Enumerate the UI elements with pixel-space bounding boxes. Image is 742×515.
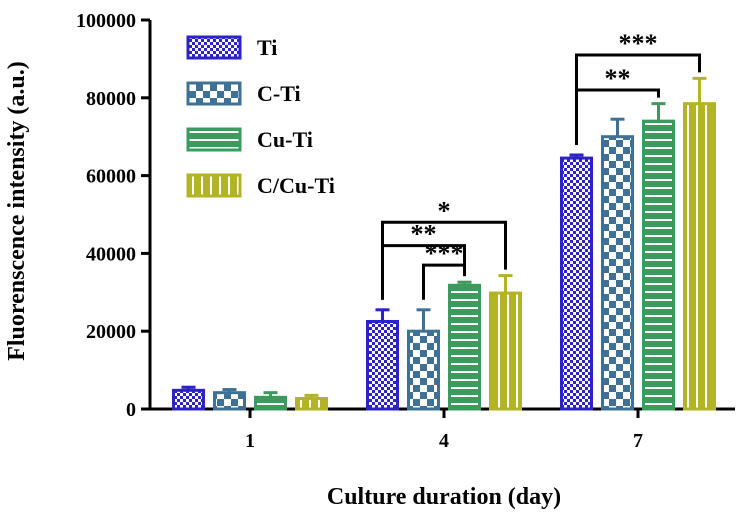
significance-bracket <box>381 244 466 300</box>
y-tick-label: 0 <box>126 399 136 421</box>
bar <box>489 291 522 411</box>
bar <box>601 135 634 411</box>
significance-bracket <box>575 53 701 145</box>
legend-label: Ti <box>257 35 277 60</box>
legend-swatch <box>186 173 242 198</box>
y-tick-label: 80000 <box>86 88 136 110</box>
axes-layer: 0 20000 40000 60000 80000 100000 1 4 7 <box>76 10 735 452</box>
significance-bracket <box>422 263 466 300</box>
legend-label: Cu-Ti <box>257 127 313 152</box>
legend: Ti C-Ti Cu-Ti C/Cu-Ti <box>186 35 335 198</box>
x-tick-label: 1 <box>245 430 255 452</box>
y-axis-title: Fluorenscence intensity (a.u.) <box>4 61 30 361</box>
x-tick-label: 4 <box>439 430 449 452</box>
bar <box>366 319 399 411</box>
x-axis-title: Culture duration (day) <box>327 484 561 510</box>
bar <box>213 391 246 411</box>
legend-label: C/Cu-Ti <box>257 173 335 198</box>
y-tick-label: 40000 <box>86 243 136 265</box>
bar <box>642 119 675 411</box>
legend-swatch <box>186 81 242 106</box>
x-tick-label: 7 <box>633 430 643 452</box>
y-tick-label: 60000 <box>86 166 136 188</box>
significance-label: ** <box>411 220 437 249</box>
legend-label: C-Ti <box>257 81 301 106</box>
y-tick-label: 20000 <box>86 321 136 343</box>
legend-swatch <box>186 127 242 152</box>
bar <box>683 102 716 411</box>
bar <box>407 329 440 411</box>
y-tick-label: 100000 <box>76 10 136 32</box>
bar <box>295 396 328 411</box>
bar <box>172 388 205 411</box>
legend-swatch <box>186 35 242 60</box>
bar <box>448 283 481 411</box>
significance-label: *** <box>619 29 658 58</box>
bar <box>254 395 287 411</box>
significance-label: *** <box>425 239 464 268</box>
significance-label: * <box>438 196 451 225</box>
bar <box>560 156 593 411</box>
bars-layer <box>172 76 716 411</box>
significance-label: ** <box>605 64 631 93</box>
significance-layer: *********** <box>381 29 701 300</box>
